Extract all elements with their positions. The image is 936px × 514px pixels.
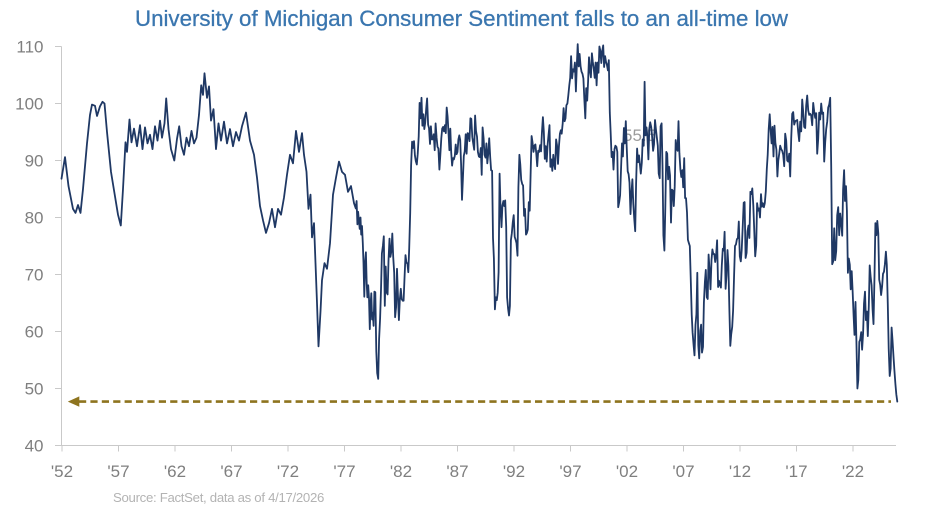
svg-text:50: 50: [25, 380, 44, 399]
svg-text:'57: '57: [107, 462, 129, 481]
svg-text:80: 80: [25, 209, 44, 228]
svg-text:'97: '97: [559, 462, 581, 481]
svg-text:'92: '92: [503, 462, 525, 481]
svg-text:'72: '72: [277, 462, 299, 481]
svg-text:100: 100: [15, 95, 43, 114]
svg-text:University of Michigan Consume: University of Michigan Consumer Sentimen…: [135, 6, 789, 31]
svg-text:'22: '22: [842, 462, 864, 481]
svg-text:'82: '82: [390, 462, 412, 481]
svg-text:Source: FactSet, data as of 4/: Source: FactSet, data as of 4/17/2026: [113, 490, 324, 505]
svg-text:'77: '77: [333, 462, 355, 481]
svg-text:'67: '67: [220, 462, 242, 481]
svg-text:'07: '07: [672, 462, 694, 481]
svg-text:60: 60: [25, 323, 44, 342]
svg-text:'52: '52: [51, 462, 73, 481]
svg-text:90: 90: [25, 152, 44, 171]
svg-text:'12: '12: [729, 462, 751, 481]
svg-text:110: 110: [16, 38, 43, 57]
svg-text:'62: '62: [164, 462, 186, 481]
svg-text:40: 40: [25, 437, 44, 456]
svg-text:'87: '87: [446, 462, 468, 481]
svg-text:'02: '02: [616, 462, 638, 481]
svg-text:'17: '17: [785, 462, 807, 481]
svg-text:70: 70: [25, 266, 44, 285]
